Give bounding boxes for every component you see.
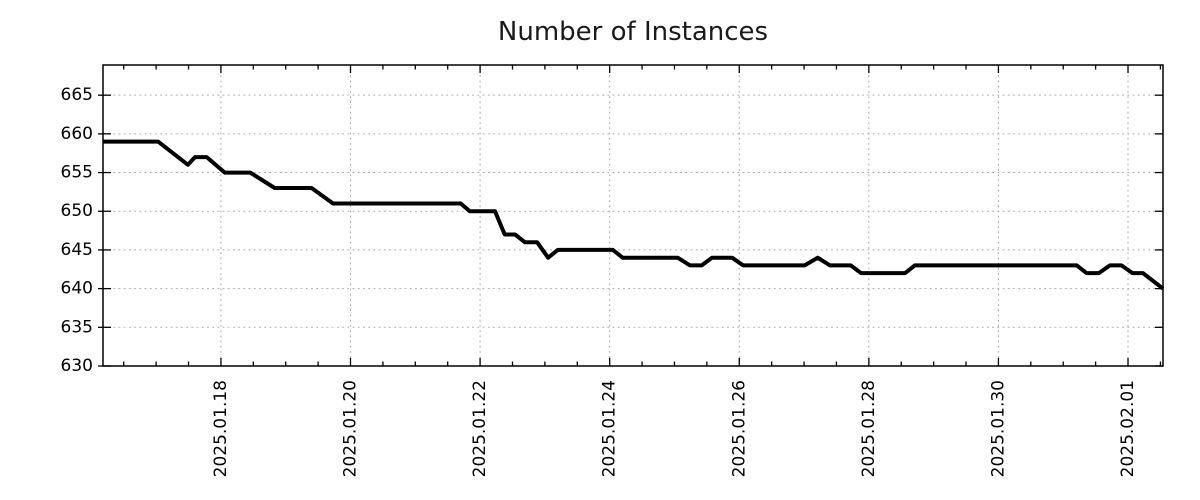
x-axis-tick-label: 2025.02.01 — [1118, 380, 1138, 477]
y-axis-tick-label: 660 — [61, 124, 93, 144]
x-axis-tick-label: 2025.01.18 — [211, 380, 231, 477]
chart-series-line — [103, 139, 1165, 291]
y-axis-tick-label: 645 — [61, 240, 93, 260]
chart-title: Number of Instances — [498, 17, 768, 47]
y-axis-tick-label: 630 — [61, 356, 93, 376]
x-axis-tick-label: 2025.01.26 — [729, 380, 749, 477]
x-axis-tick-label: 2025.01.30 — [988, 380, 1008, 477]
y-axis-tick-label: 635 — [61, 317, 93, 337]
chart-axes — [98, 64, 1164, 367]
chart-series — [103, 139, 1165, 291]
x-axis-tick-label: 2025.01.20 — [341, 380, 361, 477]
axis-tick-labels: 2025.01.18 2025.01.20 2025.01.22 2025.01.24… — [61, 85, 1138, 477]
y-axis-tick-label: 655 — [61, 163, 93, 183]
plot-border — [102, 64, 1164, 367]
grid-lines — [103, 65, 1163, 367]
x-axis-tick-label: 2025.01.24 — [600, 380, 620, 477]
x-axis-tick-label: 2025.01.22 — [470, 380, 490, 477]
y-axis-tick-label: 640 — [61, 279, 93, 299]
x-axis-tick-label: 2025.01.28 — [859, 380, 879, 477]
y-axis-tick-label: 650 — [61, 201, 93, 221]
y-axis-tick-label: 665 — [61, 85, 93, 105]
